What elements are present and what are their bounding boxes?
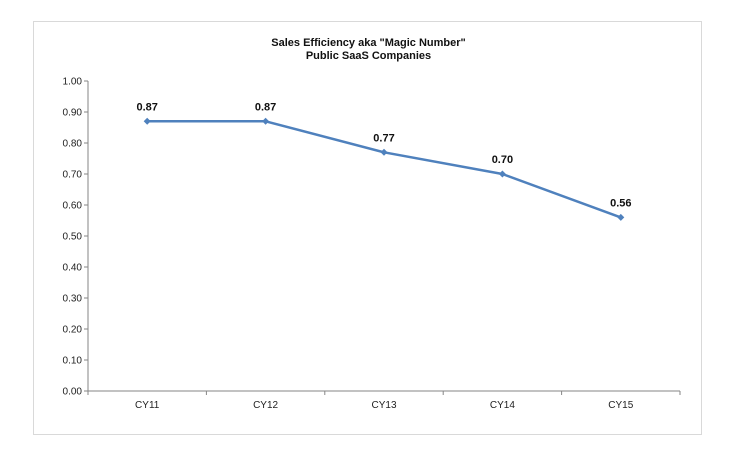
chart-subtitle: Public SaaS Companies xyxy=(305,50,432,62)
y-tick-label: 0.80 xyxy=(63,139,83,150)
y-tick-label: 0.30 xyxy=(63,294,83,305)
data-point-marker xyxy=(143,117,151,125)
chart-title: Sales Efficiency aka "Magic Number" xyxy=(271,37,466,49)
data-label: 0.70 xyxy=(492,154,513,166)
y-tick-label: 0.50 xyxy=(63,232,83,243)
x-tick-label: CY11 xyxy=(135,400,160,411)
y-tick-label: 0.20 xyxy=(63,325,83,336)
x-tick-label: CY13 xyxy=(371,400,396,411)
data-point-marker xyxy=(262,117,270,125)
data-point-marker xyxy=(380,148,388,156)
data-label: 0.87 xyxy=(255,101,276,113)
x-tick-label: CY14 xyxy=(490,400,515,411)
chart-frame: Sales Efficiency aka "Magic Number" Publ… xyxy=(33,21,702,435)
y-tick-label: 0.40 xyxy=(63,263,83,274)
y-tick-label: 0.90 xyxy=(63,108,83,119)
y-tick-label: 1.00 xyxy=(63,77,83,88)
x-tick-label: CY15 xyxy=(608,400,633,411)
y-tick-label: 0.00 xyxy=(63,387,83,398)
y-tick-label: 0.70 xyxy=(63,170,83,181)
y-tick-label: 0.10 xyxy=(63,356,83,367)
x-tick-label: CY12 xyxy=(253,400,278,411)
data-label: 0.56 xyxy=(610,197,631,209)
y-tick-label: 0.60 xyxy=(63,201,83,212)
data-point-marker xyxy=(617,213,625,221)
data-point-marker xyxy=(498,170,506,178)
data-label: 0.77 xyxy=(373,132,394,144)
data-label: 0.87 xyxy=(136,101,157,113)
chart-title-block: Sales Efficiency aka "Magic Number" Publ… xyxy=(34,37,703,63)
